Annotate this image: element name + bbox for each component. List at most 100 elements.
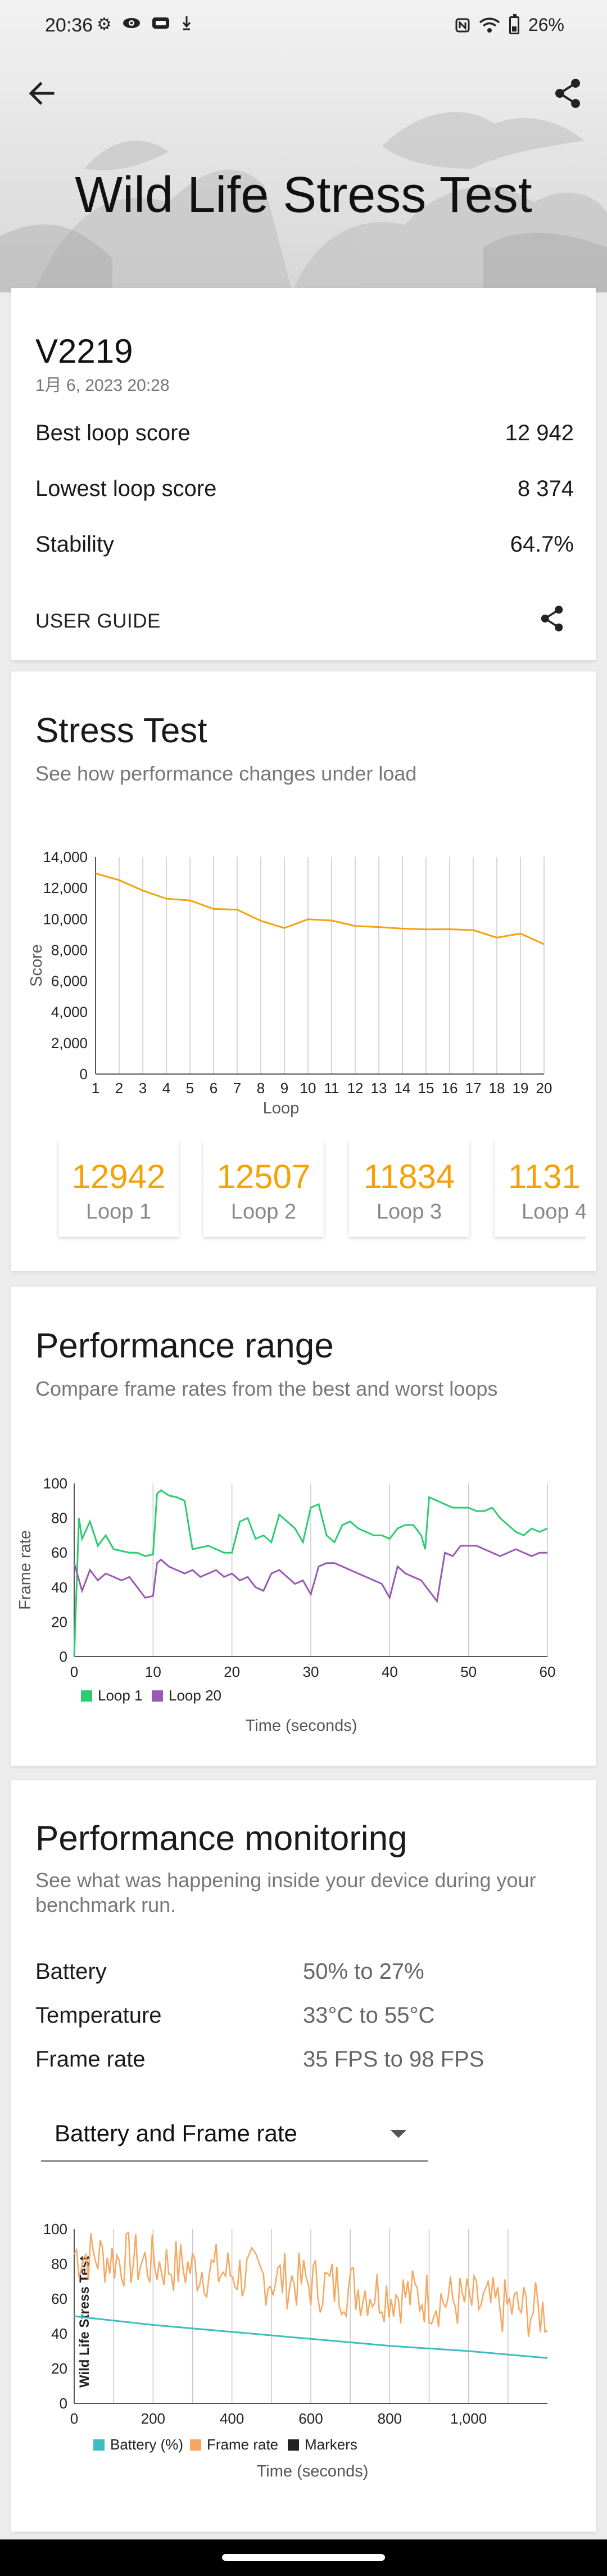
stability-value: 64.7% bbox=[510, 532, 574, 557]
x-tick-label: 15 bbox=[418, 1080, 434, 1097]
y-tick-label: 10,000 bbox=[43, 910, 88, 927]
x-tick-label: 30 bbox=[303, 1663, 319, 1680]
y-tick-label: 4,000 bbox=[51, 1004, 88, 1021]
y-tick-label: 40 bbox=[51, 2325, 67, 2342]
share-icon[interactable] bbox=[536, 603, 568, 634]
battery-icon bbox=[509, 13, 519, 34]
back-arrow-icon[interactable] bbox=[24, 75, 60, 111]
loop-score: 12507 bbox=[216, 1158, 311, 1195]
x-tick-label: 1 bbox=[92, 1080, 99, 1097]
y-tick-label: 60 bbox=[51, 1544, 67, 1561]
stress-test-chart: 0 2,000 4,000 6,000 8,000 10,000 12,000 14,000 1… bbox=[28, 849, 552, 1117]
download-icon bbox=[182, 16, 191, 30]
home-gesture-handle[interactable] bbox=[222, 2554, 385, 2561]
x-tick-label: 20 bbox=[536, 1080, 552, 1097]
x-tick-label: 16 bbox=[442, 1080, 458, 1097]
y-tick-label: 0 bbox=[60, 1648, 67, 1665]
x-tick-label: 12 bbox=[347, 1080, 364, 1097]
x-tick-label: 2 bbox=[115, 1080, 123, 1097]
loop-label: Loop 2 bbox=[230, 1200, 297, 1224]
temperature-value: 33°C to 55°C bbox=[303, 2003, 435, 2028]
performance-range-card: Performance range Compare frame rates fr… bbox=[11, 1287, 596, 1766]
y-tick-label: 100 bbox=[43, 2221, 67, 2237]
page-title: Wild Life Stress Test bbox=[75, 167, 532, 223]
frame-rate-row: Frame rate 35 FPS to 98 FPS bbox=[35, 2047, 597, 2072]
nfc-icon bbox=[455, 18, 470, 32]
battery-label: Battery bbox=[35, 1959, 107, 1984]
x-tick-label: 400 bbox=[220, 2410, 244, 2427]
loop-tile[interactable]: 12942 Loop 1 bbox=[58, 1140, 179, 1237]
stress-test-heading: Stress Test bbox=[35, 711, 207, 750]
series-line-loop-20 bbox=[73, 1545, 547, 1604]
test-date: 1月 6, 2023 20:28 bbox=[35, 376, 170, 395]
lowest-loop-score-label: Lowest loop score bbox=[35, 476, 217, 501]
share-icon[interactable] bbox=[550, 75, 586, 111]
x-tick-label: 0 bbox=[70, 2410, 78, 2427]
x-tick-label: 4 bbox=[162, 1080, 170, 1097]
gear-icon: ⚙ bbox=[97, 15, 112, 34]
loop-tile[interactable]: 11834 Loop 3 bbox=[349, 1140, 469, 1237]
y-tick-label: 80 bbox=[51, 2255, 67, 2272]
stability-row: Stability 64.7% bbox=[35, 532, 574, 557]
legend-swatch bbox=[152, 1690, 163, 1702]
loop-tile[interactable]: 12507 Loop 2 bbox=[203, 1140, 324, 1237]
legend-swatch bbox=[81, 1690, 92, 1702]
legend-label: Loop 20 bbox=[169, 1687, 221, 1704]
y-axis-label: Score bbox=[28, 944, 46, 987]
status-bar: 20:36 ⚙ 26% bbox=[0, 0, 607, 54]
stress-test-subtitle: See how performance changes under load bbox=[35, 762, 417, 785]
cast-icon bbox=[152, 17, 169, 29]
y-tick-label: 6,000 bbox=[51, 973, 88, 990]
frame-rate-label: Frame rate bbox=[35, 2047, 146, 2072]
x-tick-label: 14 bbox=[395, 1080, 411, 1097]
x-tick-label: 10 bbox=[145, 1663, 161, 1680]
series-line-loop-1 bbox=[73, 1489, 548, 1657]
lowest-loop-score-row: Lowest loop score 8 374 bbox=[35, 476, 574, 502]
y-tick-label: 40 bbox=[51, 1579, 67, 1596]
temperature-row: Temperature 33°C to 55°C bbox=[35, 2003, 597, 2028]
loop-score: 12942 bbox=[71, 1158, 166, 1195]
series-line-loop-score bbox=[95, 872, 545, 945]
x-tick-label: 600 bbox=[298, 2410, 323, 2427]
chart-metric-select[interactable]: Battery and Frame rate bbox=[41, 2105, 428, 2162]
y-tick-label: 80 bbox=[51, 1510, 67, 1527]
user-guide-link[interactable]: USER GUIDE bbox=[35, 610, 161, 632]
y-axis-label: Frame rate bbox=[16, 1530, 34, 1610]
performance-monitoring-subtitle: See what was happening inside your devic… bbox=[35, 1869, 536, 1916]
loop-tile[interactable]: 1131 Loop 4 bbox=[495, 1140, 586, 1237]
x-axis-label: Time (seconds) bbox=[246, 1717, 357, 1735]
loop-score: 11834 bbox=[363, 1158, 455, 1195]
performance-monitoring-heading: Performance monitoring bbox=[35, 1819, 407, 1858]
loop-label: Loop 3 bbox=[376, 1200, 442, 1224]
x-tick-label: 9 bbox=[280, 1080, 288, 1097]
x-tick-label: 10 bbox=[300, 1080, 316, 1097]
summary-card: V2219 1月 6, 2023 20:28 Best loop score 1… bbox=[11, 288, 596, 660]
x-tick-label: 3 bbox=[139, 1080, 147, 1097]
performance-monitoring-card: Performance monitoring See what was happ… bbox=[11, 1780, 596, 2532]
y-tick-label: 0 bbox=[60, 2395, 67, 2412]
series-line-battery bbox=[74, 2315, 548, 2359]
eye-icon bbox=[123, 18, 140, 28]
battery-row: Battery 50% to 27% bbox=[35, 1959, 597, 1984]
y-axis-label: Wild Life Stress Test bbox=[77, 2256, 92, 2388]
x-tick-label: 18 bbox=[489, 1080, 505, 1097]
x-tick-label: 7 bbox=[233, 1080, 241, 1097]
temperature-label: Temperature bbox=[35, 2003, 162, 2028]
y-tick-label: 8,000 bbox=[51, 941, 88, 958]
x-tick-label: 1,000 bbox=[450, 2410, 487, 2427]
x-tick-label: 50 bbox=[460, 1663, 477, 1680]
x-tick-label: 13 bbox=[371, 1080, 387, 1097]
legend-label: Loop 1 bbox=[98, 1687, 143, 1704]
y-tick-label: 100 bbox=[43, 1475, 67, 1492]
x-axis-label: Loop bbox=[263, 1099, 300, 1117]
best-loop-score-value: 12 942 bbox=[505, 421, 574, 445]
x-tick-label: 800 bbox=[378, 2410, 402, 2427]
legend-swatch bbox=[288, 2439, 299, 2451]
legend-label: Markers bbox=[305, 2436, 357, 2453]
x-tick-label: 6 bbox=[210, 1080, 218, 1097]
y-tick-label: 2,000 bbox=[51, 1035, 88, 1052]
best-loop-score-row: Best loop score 12 942 bbox=[35, 421, 574, 446]
y-tick-label: 20 bbox=[51, 1613, 67, 1630]
loop-score-tiles[interactable]: 12942 Loop 1 12507 Loop 2 11834 Loop 3 1… bbox=[46, 1140, 586, 1242]
x-tick-label: 17 bbox=[465, 1080, 482, 1097]
